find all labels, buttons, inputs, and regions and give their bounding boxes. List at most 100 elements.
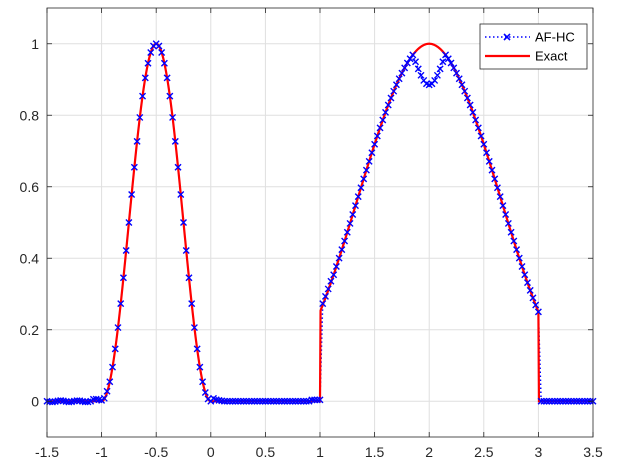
afhc-point-marker — [431, 76, 439, 84]
afhc-point-marker — [281, 397, 289, 405]
afhc-point-marker — [196, 363, 204, 371]
afhc-point-marker — [390, 87, 398, 95]
x-tick-label: -1 — [95, 444, 108, 460]
afhc-point-stroke — [231, 397, 239, 405]
afhc-point-marker — [226, 397, 234, 405]
afhc-point-stroke — [169, 113, 177, 121]
afhc-point-marker — [559, 397, 567, 405]
afhc-point-stroke — [496, 193, 504, 201]
afhc-point-stroke — [575, 397, 583, 405]
afhc-point-marker — [264, 397, 272, 405]
afhc-point-stroke — [256, 397, 264, 405]
afhc-point-stroke — [493, 184, 501, 192]
afhc-point-stroke — [92, 395, 100, 403]
afhc-point-marker — [360, 175, 368, 183]
afhc-point-marker — [319, 300, 327, 308]
y-tick-label: 0.6 — [20, 179, 40, 195]
afhc-point-stroke — [390, 87, 398, 95]
afhc-point-stroke — [130, 163, 138, 171]
afhc-point-marker — [160, 59, 168, 67]
afhc-point-marker — [109, 363, 117, 371]
afhc-point-stroke — [136, 113, 144, 121]
afhc-point-stroke — [327, 277, 335, 285]
afhc-point-marker — [485, 157, 493, 165]
afhc-point-stroke — [523, 279, 531, 287]
afhc-point-marker — [526, 286, 534, 294]
afhc-point-marker — [466, 101, 474, 109]
afhc-point-stroke — [387, 94, 395, 102]
afhc-point-stroke — [439, 58, 447, 66]
afhc-point-marker — [158, 49, 166, 56]
afhc-point-stroke — [354, 193, 362, 201]
afhc-point-stroke — [469, 108, 477, 116]
afhc-point-stroke — [584, 397, 592, 405]
afhc-point-stroke — [447, 59, 455, 67]
afhc-point-stroke — [529, 294, 537, 302]
afhc-point-stroke — [190, 324, 198, 332]
afhc-point-stroke — [534, 308, 542, 316]
afhc-point-stroke — [65, 398, 73, 406]
afhc-point-marker — [573, 397, 581, 405]
afhc-point-stroke — [332, 263, 340, 271]
afhc-point-stroke — [559, 397, 567, 405]
afhc-point-marker — [237, 397, 245, 405]
afhc-point-stroke — [245, 397, 253, 405]
afhc-point-stroke — [114, 324, 122, 332]
afhc-point-stroke — [182, 246, 190, 254]
afhc-point-marker — [242, 397, 250, 405]
afhc-point-stroke — [543, 397, 551, 405]
afhc-point-marker — [491, 175, 499, 183]
afhc-point-stroke — [401, 64, 409, 72]
afhc-point-stroke — [302, 397, 310, 405]
afhc-point-marker — [155, 42, 163, 50]
afhc-point-marker — [584, 397, 592, 405]
x-tick-label: 0 — [207, 444, 215, 460]
afhc-point-stroke — [237, 397, 245, 405]
afhc-point-marker — [483, 149, 491, 157]
afhc-point-stroke — [229, 397, 237, 405]
afhc-point-stroke — [433, 71, 441, 79]
afhc-point-marker — [472, 116, 480, 124]
afhc-point-marker — [289, 397, 297, 405]
y-tick-label: 0.8 — [20, 107, 40, 123]
afhc-point-marker — [267, 397, 275, 405]
afhc-point-stroke — [499, 202, 507, 210]
afhc-point-stroke — [431, 76, 439, 84]
afhc-point-marker — [122, 246, 130, 254]
afhc-point-marker — [384, 101, 392, 109]
afhc-point-stroke — [177, 191, 185, 199]
afhc-point-marker — [261, 397, 269, 405]
afhc-point-marker — [188, 300, 196, 308]
afhc-point-stroke — [403, 59, 411, 67]
afhc-point-marker — [103, 387, 111, 395]
afhc-point-marker — [169, 113, 177, 121]
afhc-point-stroke — [480, 140, 488, 148]
afhc-point-stroke — [294, 397, 302, 405]
afhc-point-marker — [477, 132, 485, 140]
afhc-point-stroke — [158, 49, 166, 56]
afhc-point-stroke — [406, 55, 414, 63]
afhc-point-stroke — [278, 397, 286, 405]
afhc-point-marker — [392, 81, 400, 89]
afhc-point-marker — [502, 211, 510, 219]
afhc-point-stroke — [368, 149, 376, 157]
afhc-point-stroke — [316, 396, 324, 404]
afhc-point-stroke — [106, 378, 114, 386]
afhc-point-marker — [163, 74, 171, 82]
afhc-point-marker — [139, 92, 147, 100]
afhc-point-marker — [332, 263, 340, 271]
afhc-point-marker — [316, 396, 324, 404]
afhc-point-marker — [534, 308, 542, 316]
afhc-point-stroke — [346, 219, 354, 227]
afhc-point-stroke — [537, 397, 545, 405]
afhc-point-marker — [81, 398, 89, 406]
afhc-point-marker — [338, 246, 346, 254]
afhc-point-marker — [234, 397, 242, 405]
afhc-point-marker — [575, 397, 583, 405]
afhc-point-stroke — [526, 286, 534, 294]
afhc-point-stroke — [261, 397, 269, 405]
y-tick-label: 1 — [31, 36, 39, 52]
afhc-point-marker — [523, 279, 531, 287]
legend-afhc-marker — [503, 33, 511, 41]
